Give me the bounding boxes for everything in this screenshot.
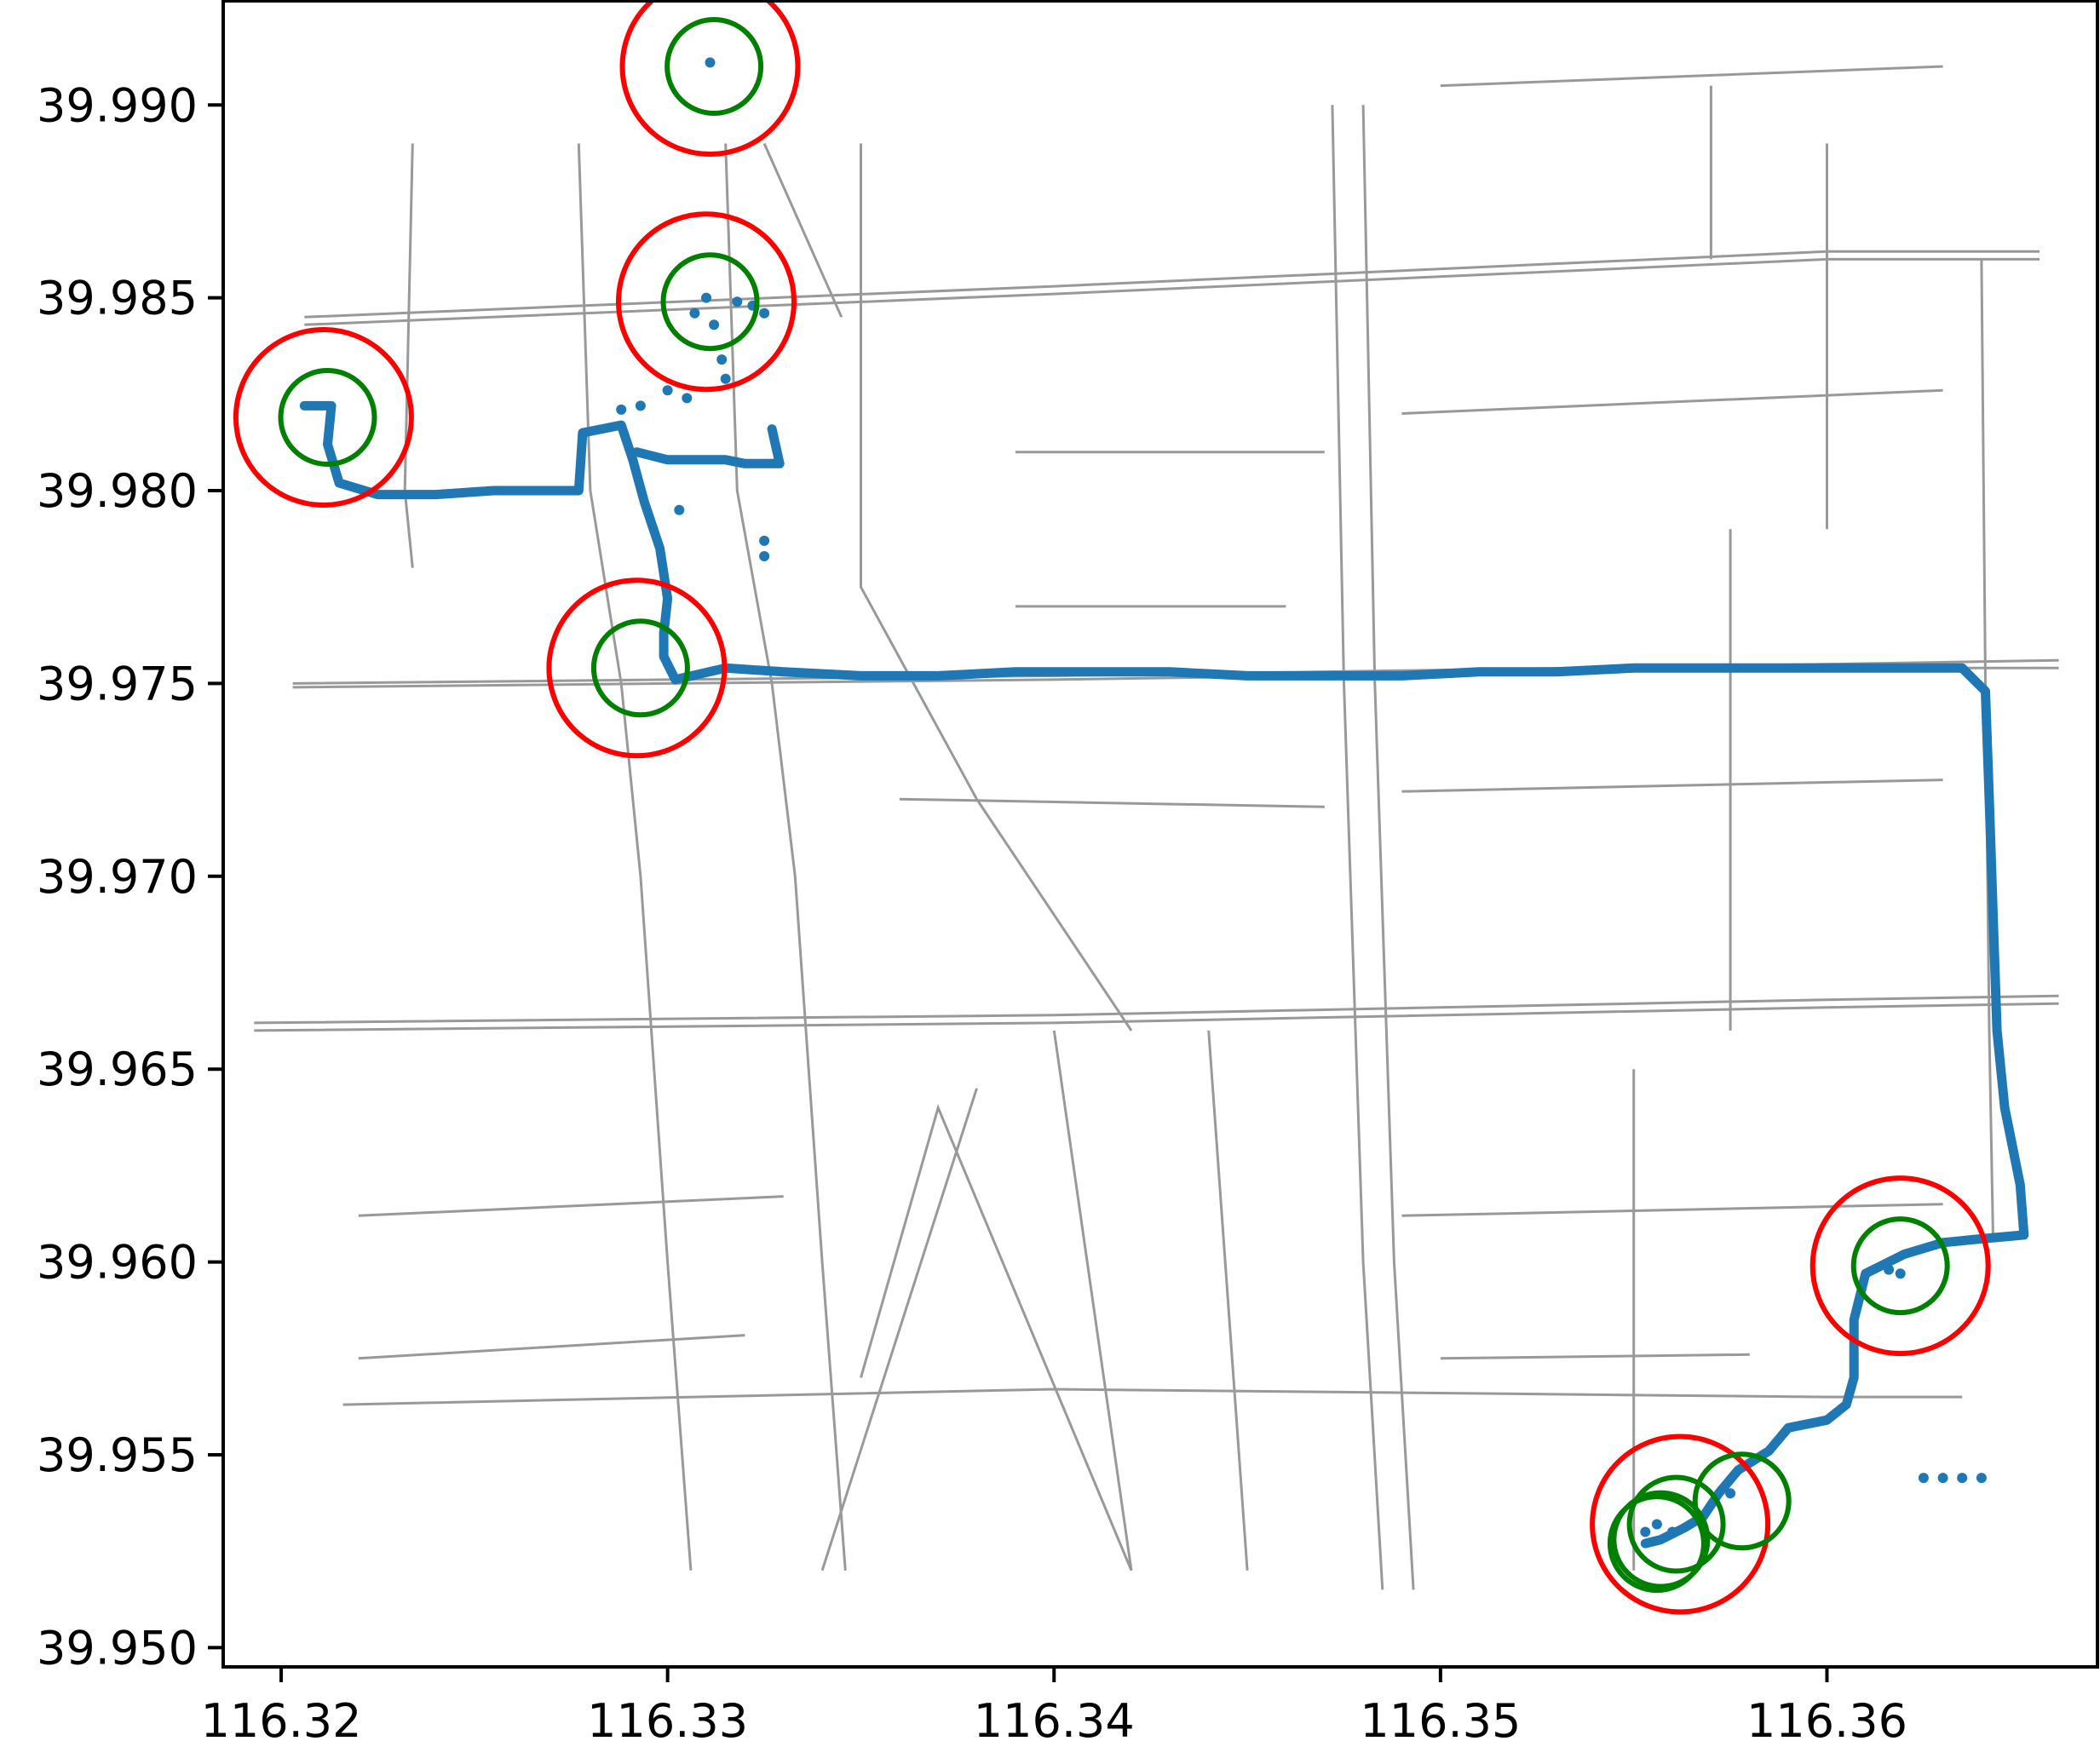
road-segment	[724, 143, 847, 1571]
gps-point	[674, 504, 685, 515]
y-tick-label: 39.950	[37, 1621, 198, 1675]
road-segment	[860, 143, 1133, 1031]
x-tick-label: 116.32	[201, 1694, 362, 1748]
road-segment	[1401, 388, 1943, 415]
road-segment	[1401, 779, 1943, 793]
road-segment	[1052, 1030, 1133, 1572]
gps-point	[689, 307, 700, 319]
red-circle-marker	[233, 327, 414, 508]
gps-point	[759, 535, 770, 546]
green-circle-marker	[1626, 1474, 1726, 1574]
gps-point	[1937, 1473, 1948, 1484]
red-circle-marker	[546, 577, 728, 759]
road-segment	[577, 143, 693, 1571]
y-tick-label: 39.960	[37, 1236, 198, 1290]
road-segment	[762, 142, 843, 318]
x-axis-ticks: 116.32 116.33 116.34 116.35 116.36	[201, 1667, 1907, 1748]
red-circle-marker	[1809, 1175, 1991, 1357]
y-tick-label: 39.980	[37, 464, 198, 518]
red-circle-marker	[1590, 1434, 1771, 1615]
green-circle-marker	[1607, 1494, 1706, 1594]
y-axis-ticks: 39.990 39.985 39.980 39.975 39.970 39.965 39.9…	[37, 78, 223, 1675]
gps-point	[1651, 1519, 1662, 1530]
road-segment	[1440, 1353, 1750, 1360]
plot-frame	[222, 0, 2099, 1669]
green-circle-marker	[1611, 1490, 1711, 1589]
green-circle-marker	[590, 618, 690, 718]
x-tick-label: 116.33	[587, 1694, 748, 1748]
gps-point	[716, 354, 728, 365]
road-segment	[342, 1388, 1963, 1406]
cluster-circles	[233, 0, 1991, 1615]
road-segment	[358, 1195, 784, 1217]
green-circle-marker	[660, 252, 760, 352]
road-segment	[1361, 105, 1415, 1590]
gps-point	[635, 400, 646, 411]
gps-point	[682, 393, 693, 404]
gps-point	[1976, 1473, 1987, 1484]
gps-point	[1918, 1473, 1929, 1484]
road-segment	[304, 257, 2040, 326]
green-circle-marker	[1850, 1216, 1950, 1316]
road-segment	[403, 143, 414, 568]
y-tick-label: 39.990	[37, 78, 198, 132]
y-tick-label: 39.985	[37, 272, 198, 325]
road-segment	[1207, 1030, 1249, 1571]
gps-point	[705, 57, 716, 68]
gps-point	[616, 404, 627, 415]
gps-point	[662, 385, 673, 396]
road-segment	[304, 250, 2040, 319]
green-circle-marker	[1692, 1451, 1792, 1551]
red-circle-marker	[616, 211, 797, 393]
y-tick-label: 39.970	[37, 850, 198, 904]
road-segment	[254, 1002, 2059, 1032]
road-segment	[860, 1103, 1133, 1572]
road-segment	[899, 797, 1325, 808]
road-segment	[1440, 65, 1943, 88]
gps-point	[1640, 1526, 1651, 1537]
gps-point	[709, 319, 720, 330]
green-circle-marker	[278, 368, 377, 467]
gps-trajectory	[299, 57, 2029, 1549]
x-tick-label: 116.35	[1360, 1694, 1521, 1748]
road-network	[254, 65, 2059, 1590]
x-tick-label: 116.34	[974, 1694, 1135, 1748]
y-tick-label: 39.965	[37, 1043, 198, 1096]
y-tick-label: 39.975	[37, 657, 198, 710]
gps-point	[1884, 1264, 1895, 1275]
gps-point	[720, 373, 731, 384]
gps-point	[1895, 1268, 1906, 1279]
road-segment	[820, 1088, 978, 1572]
gps-point	[759, 551, 770, 561]
gps-point	[1725, 1488, 1736, 1499]
road-segment	[1331, 105, 1384, 1590]
green-circle-marker	[665, 17, 764, 116]
trajectory-line	[299, 400, 2029, 1549]
red-circle-marker	[619, 0, 801, 157]
trajectory-line	[631, 424, 785, 468]
x-tick-label: 116.36	[1746, 1694, 1907, 1748]
y-tick-label: 39.955	[37, 1428, 198, 1482]
road-segment	[358, 1334, 745, 1360]
road-segment	[254, 994, 2059, 1025]
gps-point	[701, 292, 711, 303]
gps-point	[759, 307, 770, 319]
road-segment	[1401, 1203, 1943, 1217]
gps-point	[732, 296, 743, 307]
gps-point	[1667, 1526, 1677, 1537]
gps-point	[1957, 1473, 1968, 1484]
